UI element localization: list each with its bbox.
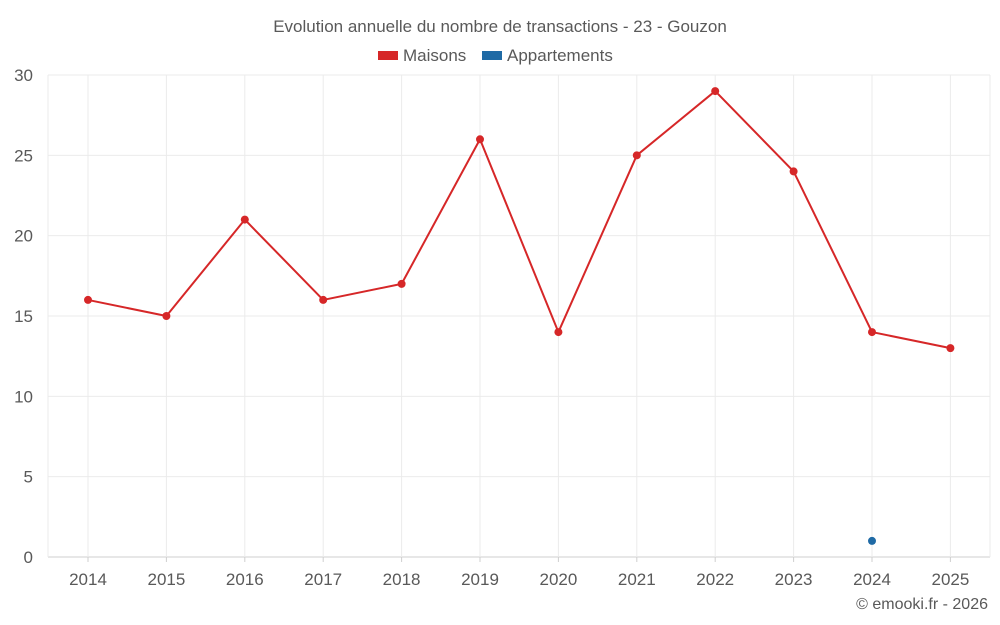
data-point-maisons[interactable] xyxy=(632,151,641,160)
x-tick-label: 2018 xyxy=(383,570,421,589)
series-maisons xyxy=(84,87,955,353)
y-tick-label: 15 xyxy=(14,307,33,326)
y-axis: 0 5 10 15 20 25 30 xyxy=(14,66,33,567)
x-tick-label: 2022 xyxy=(696,570,734,589)
x-tick-label: 2025 xyxy=(931,570,969,589)
y-tick-label: 0 xyxy=(24,548,33,567)
y-tick-label: 30 xyxy=(14,66,33,85)
x-tick-label: 2019 xyxy=(461,570,499,589)
data-point-maisons[interactable] xyxy=(84,295,92,304)
grid xyxy=(47,74,991,558)
x-tick-label: 2014 xyxy=(69,570,107,589)
data-point-maisons[interactable] xyxy=(476,135,484,144)
y-tick-label: 10 xyxy=(14,387,33,406)
series-appartements xyxy=(868,536,876,545)
legend-swatch-appartements[interactable] xyxy=(482,51,502,60)
data-point-maisons[interactable] xyxy=(868,328,876,337)
x-tick-label: 2024 xyxy=(853,570,891,589)
x-tick-label: 2015 xyxy=(147,570,185,589)
x-tick-label: 2023 xyxy=(775,570,813,589)
data-point-appartements[interactable] xyxy=(868,536,876,545)
x-tick-label: 2017 xyxy=(304,570,342,589)
legend-swatch-maisons[interactable] xyxy=(378,51,398,60)
chart-title: Evolution annuelle du nombre de transact… xyxy=(273,17,727,36)
x-tick-label: 2021 xyxy=(618,570,656,589)
series-line-maisons xyxy=(87,90,951,350)
y-tick-label: 25 xyxy=(14,146,33,165)
credit-text: © emooki.fr - 2026 xyxy=(856,596,988,613)
data-point-maisons[interactable] xyxy=(397,279,406,288)
y-tick-label: 5 xyxy=(24,468,33,487)
legend-label-appartements[interactable]: Appartements xyxy=(507,46,613,65)
x-axis: 2014 2015 2016 2017 2018 2019 2020 2021 2022 2023… xyxy=(69,557,969,589)
data-point-maisons[interactable] xyxy=(554,328,563,337)
data-point-maisons[interactable] xyxy=(240,215,249,224)
data-point-maisons[interactable] xyxy=(319,295,328,304)
data-point-maisons[interactable] xyxy=(789,167,798,176)
series-layer xyxy=(84,87,955,545)
legend: Maisons Appartements xyxy=(378,46,613,65)
data-point-maisons[interactable] xyxy=(946,344,955,353)
y-tick-label: 20 xyxy=(14,227,33,246)
data-point-maisons[interactable] xyxy=(162,312,171,320)
data-point-maisons[interactable] xyxy=(711,87,720,96)
x-tick-label: 2020 xyxy=(539,570,577,589)
x-tick-label: 2016 xyxy=(226,570,264,589)
legend-label-maisons[interactable]: Maisons xyxy=(403,46,466,65)
